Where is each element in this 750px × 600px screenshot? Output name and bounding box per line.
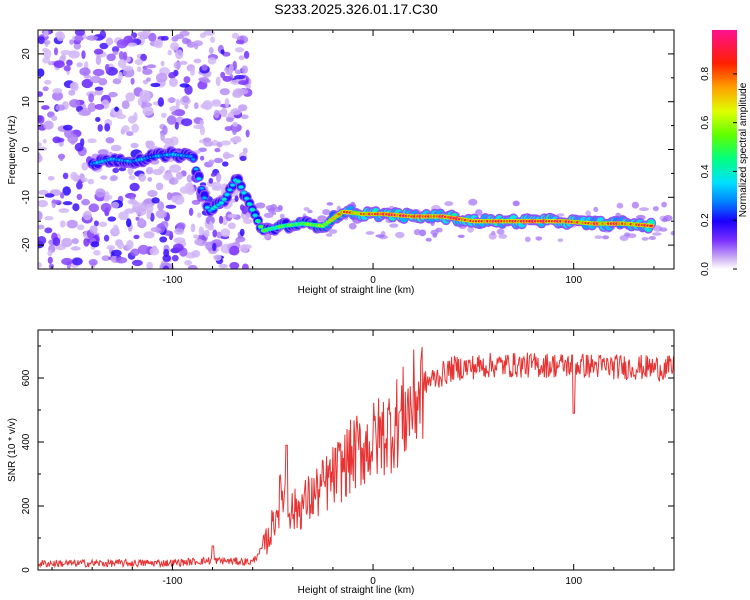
y-tick-label: 400 [21, 433, 32, 450]
y-tick-label: -20 [21, 237, 32, 252]
colorbar-ticks: 0.0 0.2 0.4 0.6 0.8 [700, 67, 737, 276]
x-tick-label: 0 [370, 576, 376, 587]
spectrogram-xlabel: Height of straight line (km) [298, 285, 415, 296]
x-tick-label: 0 [370, 275, 376, 286]
figure-title: S233.2025.326.01.17.C30 [274, 1, 438, 17]
y-tick-label: 10 [21, 96, 32, 108]
y-tick-label: 0 [21, 567, 32, 573]
x-tick-label: 100 [565, 576, 582, 587]
y-tick-label: 0 [21, 146, 32, 152]
colorbar: 0.0 0.2 0.4 0.6 0.8 Normalized spectral ampl… [700, 30, 749, 276]
colorbar-tick-label: 0.4 [700, 164, 711, 178]
colorbar-label: Normalized spectral amplitude [738, 82, 749, 217]
colorbar-tick-label: 0.2 [700, 213, 711, 227]
snr-ticks: -100 0 100 0 200 400 600 [21, 330, 674, 587]
x-tick-label: -100 [162, 576, 182, 587]
snr-frame [37, 329, 675, 571]
y-tick-label: -10 [21, 190, 32, 205]
colorbar-tick-label: 0.6 [700, 115, 711, 129]
x-tick-label: -100 [162, 275, 182, 286]
y-tick-label: 20 [21, 48, 32, 60]
y-tick-label: 200 [21, 497, 32, 514]
snr-xlabel: Height of straight line (km) [298, 585, 415, 596]
colorbar-tick-label: 0.0 [700, 262, 711, 276]
snr-series-line [38, 346, 674, 569]
snr-panel: -100 0 100 0 200 400 600 Height of straight li… [7, 329, 675, 596]
colorbar-tick-label: 0.8 [700, 67, 711, 81]
snr-ylabel: SNR (10 * v/v) [7, 418, 18, 482]
spectrogram-frame [37, 29, 675, 270]
x-tick-label: 100 [565, 275, 582, 286]
spectrogram-ylabel: Frequency (Hz) [7, 116, 18, 185]
colorbar-gradient [712, 30, 737, 269]
y-tick-label: 600 [21, 369, 32, 386]
spectrogram-image [38, 30, 674, 269]
